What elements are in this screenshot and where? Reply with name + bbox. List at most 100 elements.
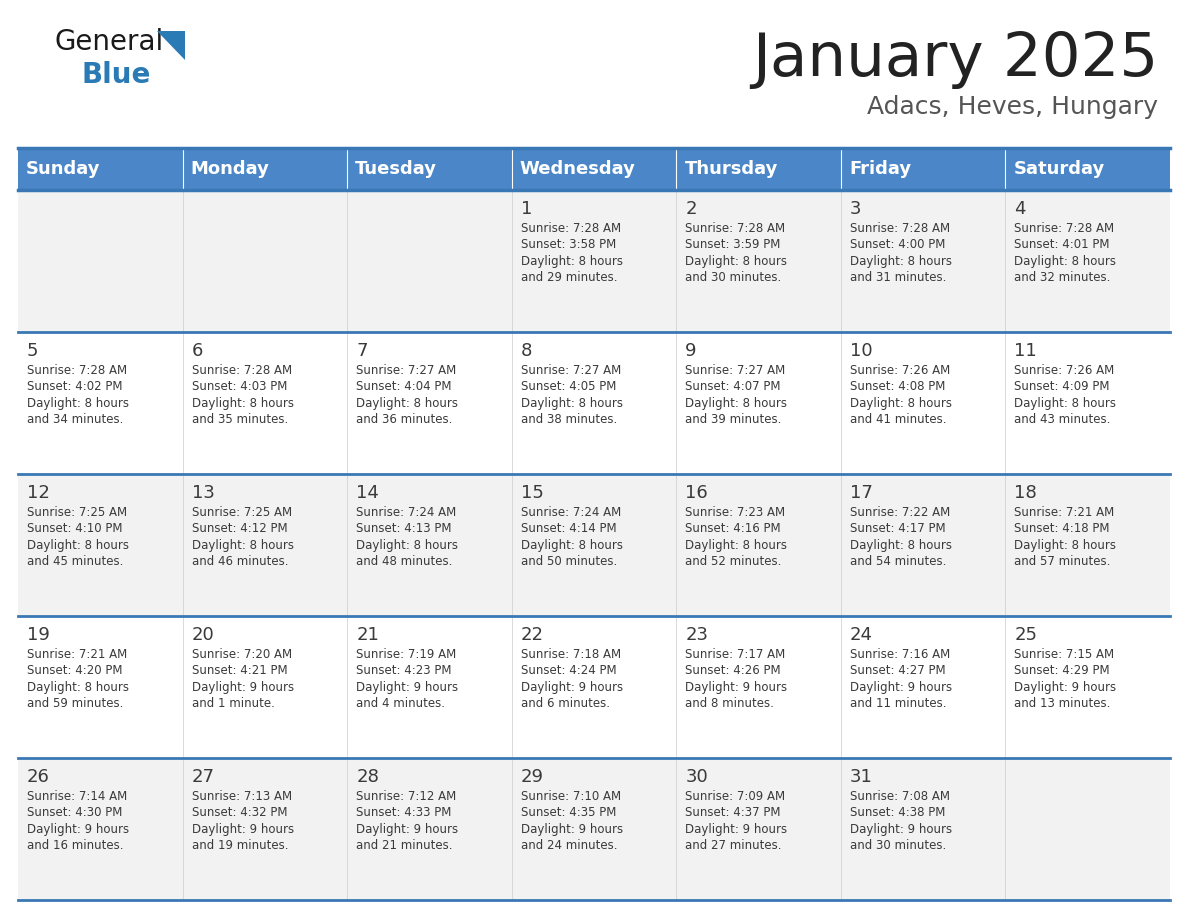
Text: and 43 minutes.: and 43 minutes. (1015, 413, 1111, 427)
Text: 25: 25 (1015, 626, 1037, 644)
Bar (841, 332, 1005, 474)
Text: Daylight: 9 hours: Daylight: 9 hours (191, 823, 293, 836)
Polygon shape (157, 31, 185, 60)
Text: Daylight: 9 hours: Daylight: 9 hours (1015, 681, 1117, 694)
Bar (1005, 332, 1170, 474)
Bar (18, 474, 183, 616)
Text: 22: 22 (520, 626, 544, 644)
Text: and 41 minutes.: and 41 minutes. (849, 413, 947, 427)
Text: Sunset: 4:07 PM: Sunset: 4:07 PM (685, 380, 781, 394)
Text: Sunset: 4:21 PM: Sunset: 4:21 PM (191, 665, 287, 677)
Text: and 45 minutes.: and 45 minutes. (27, 555, 124, 568)
Text: 21: 21 (356, 626, 379, 644)
Text: Sunset: 4:13 PM: Sunset: 4:13 PM (356, 522, 451, 535)
Text: 6: 6 (191, 341, 203, 360)
Text: Sunrise: 7:23 AM: Sunrise: 7:23 AM (685, 506, 785, 519)
Text: and 48 minutes.: and 48 minutes. (356, 555, 453, 568)
Text: 15: 15 (520, 484, 544, 502)
Text: and 34 minutes.: and 34 minutes. (27, 413, 124, 427)
Text: Monday: Monday (191, 160, 270, 178)
Text: Daylight: 8 hours: Daylight: 8 hours (191, 539, 293, 552)
Text: 18: 18 (1015, 484, 1037, 502)
Text: Sunset: 4:26 PM: Sunset: 4:26 PM (685, 665, 781, 677)
Text: Sunrise: 7:26 AM: Sunrise: 7:26 AM (849, 364, 950, 377)
Bar (841, 148, 1005, 190)
Text: 2: 2 (685, 200, 697, 218)
Text: Sunset: 4:35 PM: Sunset: 4:35 PM (520, 806, 617, 820)
Text: Daylight: 8 hours: Daylight: 8 hours (849, 539, 952, 552)
Text: Daylight: 9 hours: Daylight: 9 hours (520, 823, 623, 836)
Bar (676, 474, 841, 616)
Text: Sunset: 4:33 PM: Sunset: 4:33 PM (356, 806, 451, 820)
Text: Sunrise: 7:16 AM: Sunrise: 7:16 AM (849, 648, 950, 661)
Bar (1005, 148, 1170, 190)
Text: and 52 minutes.: and 52 minutes. (685, 555, 782, 568)
Text: Sunrise: 7:25 AM: Sunrise: 7:25 AM (191, 506, 292, 519)
Bar (676, 758, 841, 900)
Bar (1005, 474, 1170, 616)
Text: Daylight: 9 hours: Daylight: 9 hours (849, 823, 952, 836)
Text: 13: 13 (191, 484, 215, 502)
Text: Wednesday: Wednesday (520, 160, 636, 178)
Text: 23: 23 (685, 626, 708, 644)
Text: Daylight: 8 hours: Daylight: 8 hours (27, 539, 129, 552)
Text: Daylight: 9 hours: Daylight: 9 hours (685, 681, 788, 694)
Bar (347, 616, 512, 758)
Bar (347, 190, 512, 332)
Text: January 2025: January 2025 (752, 30, 1158, 89)
Bar (18, 148, 183, 190)
Text: Daylight: 8 hours: Daylight: 8 hours (520, 397, 623, 410)
Text: Sunset: 4:10 PM: Sunset: 4:10 PM (27, 522, 122, 535)
Text: Sunrise: 7:28 AM: Sunrise: 7:28 AM (685, 222, 785, 235)
Text: 3: 3 (849, 200, 861, 218)
Text: Daylight: 9 hours: Daylight: 9 hours (356, 681, 459, 694)
Text: and 1 minute.: and 1 minute. (191, 698, 274, 711)
Text: Sunrise: 7:28 AM: Sunrise: 7:28 AM (1015, 222, 1114, 235)
Text: Sunset: 4:17 PM: Sunset: 4:17 PM (849, 522, 946, 535)
Text: Daylight: 8 hours: Daylight: 8 hours (356, 539, 459, 552)
Bar (676, 190, 841, 332)
Text: 8: 8 (520, 341, 532, 360)
Text: Sunrise: 7:21 AM: Sunrise: 7:21 AM (27, 648, 127, 661)
Bar (1005, 616, 1170, 758)
Text: Daylight: 8 hours: Daylight: 8 hours (27, 681, 129, 694)
Bar (183, 616, 347, 758)
Text: and 39 minutes.: and 39 minutes. (685, 413, 782, 427)
Text: Sunset: 4:14 PM: Sunset: 4:14 PM (520, 522, 617, 535)
Text: Sunset: 4:04 PM: Sunset: 4:04 PM (356, 380, 451, 394)
Text: Daylight: 8 hours: Daylight: 8 hours (356, 397, 459, 410)
Text: Sunset: 4:08 PM: Sunset: 4:08 PM (849, 380, 946, 394)
Text: Sunset: 4:23 PM: Sunset: 4:23 PM (356, 665, 451, 677)
Text: 28: 28 (356, 768, 379, 786)
Text: and 32 minutes.: and 32 minutes. (1015, 272, 1111, 285)
Text: and 6 minutes.: and 6 minutes. (520, 698, 609, 711)
Text: Sunrise: 7:28 AM: Sunrise: 7:28 AM (849, 222, 950, 235)
Text: 30: 30 (685, 768, 708, 786)
Text: Sunset: 4:12 PM: Sunset: 4:12 PM (191, 522, 287, 535)
Bar (841, 616, 1005, 758)
Text: Sunset: 4:29 PM: Sunset: 4:29 PM (1015, 665, 1110, 677)
Text: Sunset: 4:38 PM: Sunset: 4:38 PM (849, 806, 946, 820)
Text: Sunset: 4:24 PM: Sunset: 4:24 PM (520, 665, 617, 677)
Text: Daylight: 9 hours: Daylight: 9 hours (520, 681, 623, 694)
Text: Daylight: 9 hours: Daylight: 9 hours (849, 681, 952, 694)
Bar (18, 758, 183, 900)
Text: Daylight: 8 hours: Daylight: 8 hours (849, 397, 952, 410)
Text: Saturday: Saturday (1013, 160, 1105, 178)
Text: Sunrise: 7:28 AM: Sunrise: 7:28 AM (520, 222, 621, 235)
Bar (347, 148, 512, 190)
Text: Sunrise: 7:24 AM: Sunrise: 7:24 AM (356, 506, 456, 519)
Text: Sunrise: 7:27 AM: Sunrise: 7:27 AM (356, 364, 456, 377)
Bar (183, 148, 347, 190)
Text: Daylight: 9 hours: Daylight: 9 hours (191, 681, 293, 694)
Text: and 50 minutes.: and 50 minutes. (520, 555, 617, 568)
Text: 12: 12 (27, 484, 50, 502)
Text: and 27 minutes.: and 27 minutes. (685, 839, 782, 853)
Text: Sunset: 4:03 PM: Sunset: 4:03 PM (191, 380, 287, 394)
Text: Daylight: 8 hours: Daylight: 8 hours (849, 255, 952, 268)
Text: Daylight: 8 hours: Daylight: 8 hours (520, 539, 623, 552)
Text: Sunrise: 7:12 AM: Sunrise: 7:12 AM (356, 790, 456, 803)
Text: 26: 26 (27, 768, 50, 786)
Text: Sunrise: 7:10 AM: Sunrise: 7:10 AM (520, 790, 621, 803)
Bar (18, 190, 183, 332)
